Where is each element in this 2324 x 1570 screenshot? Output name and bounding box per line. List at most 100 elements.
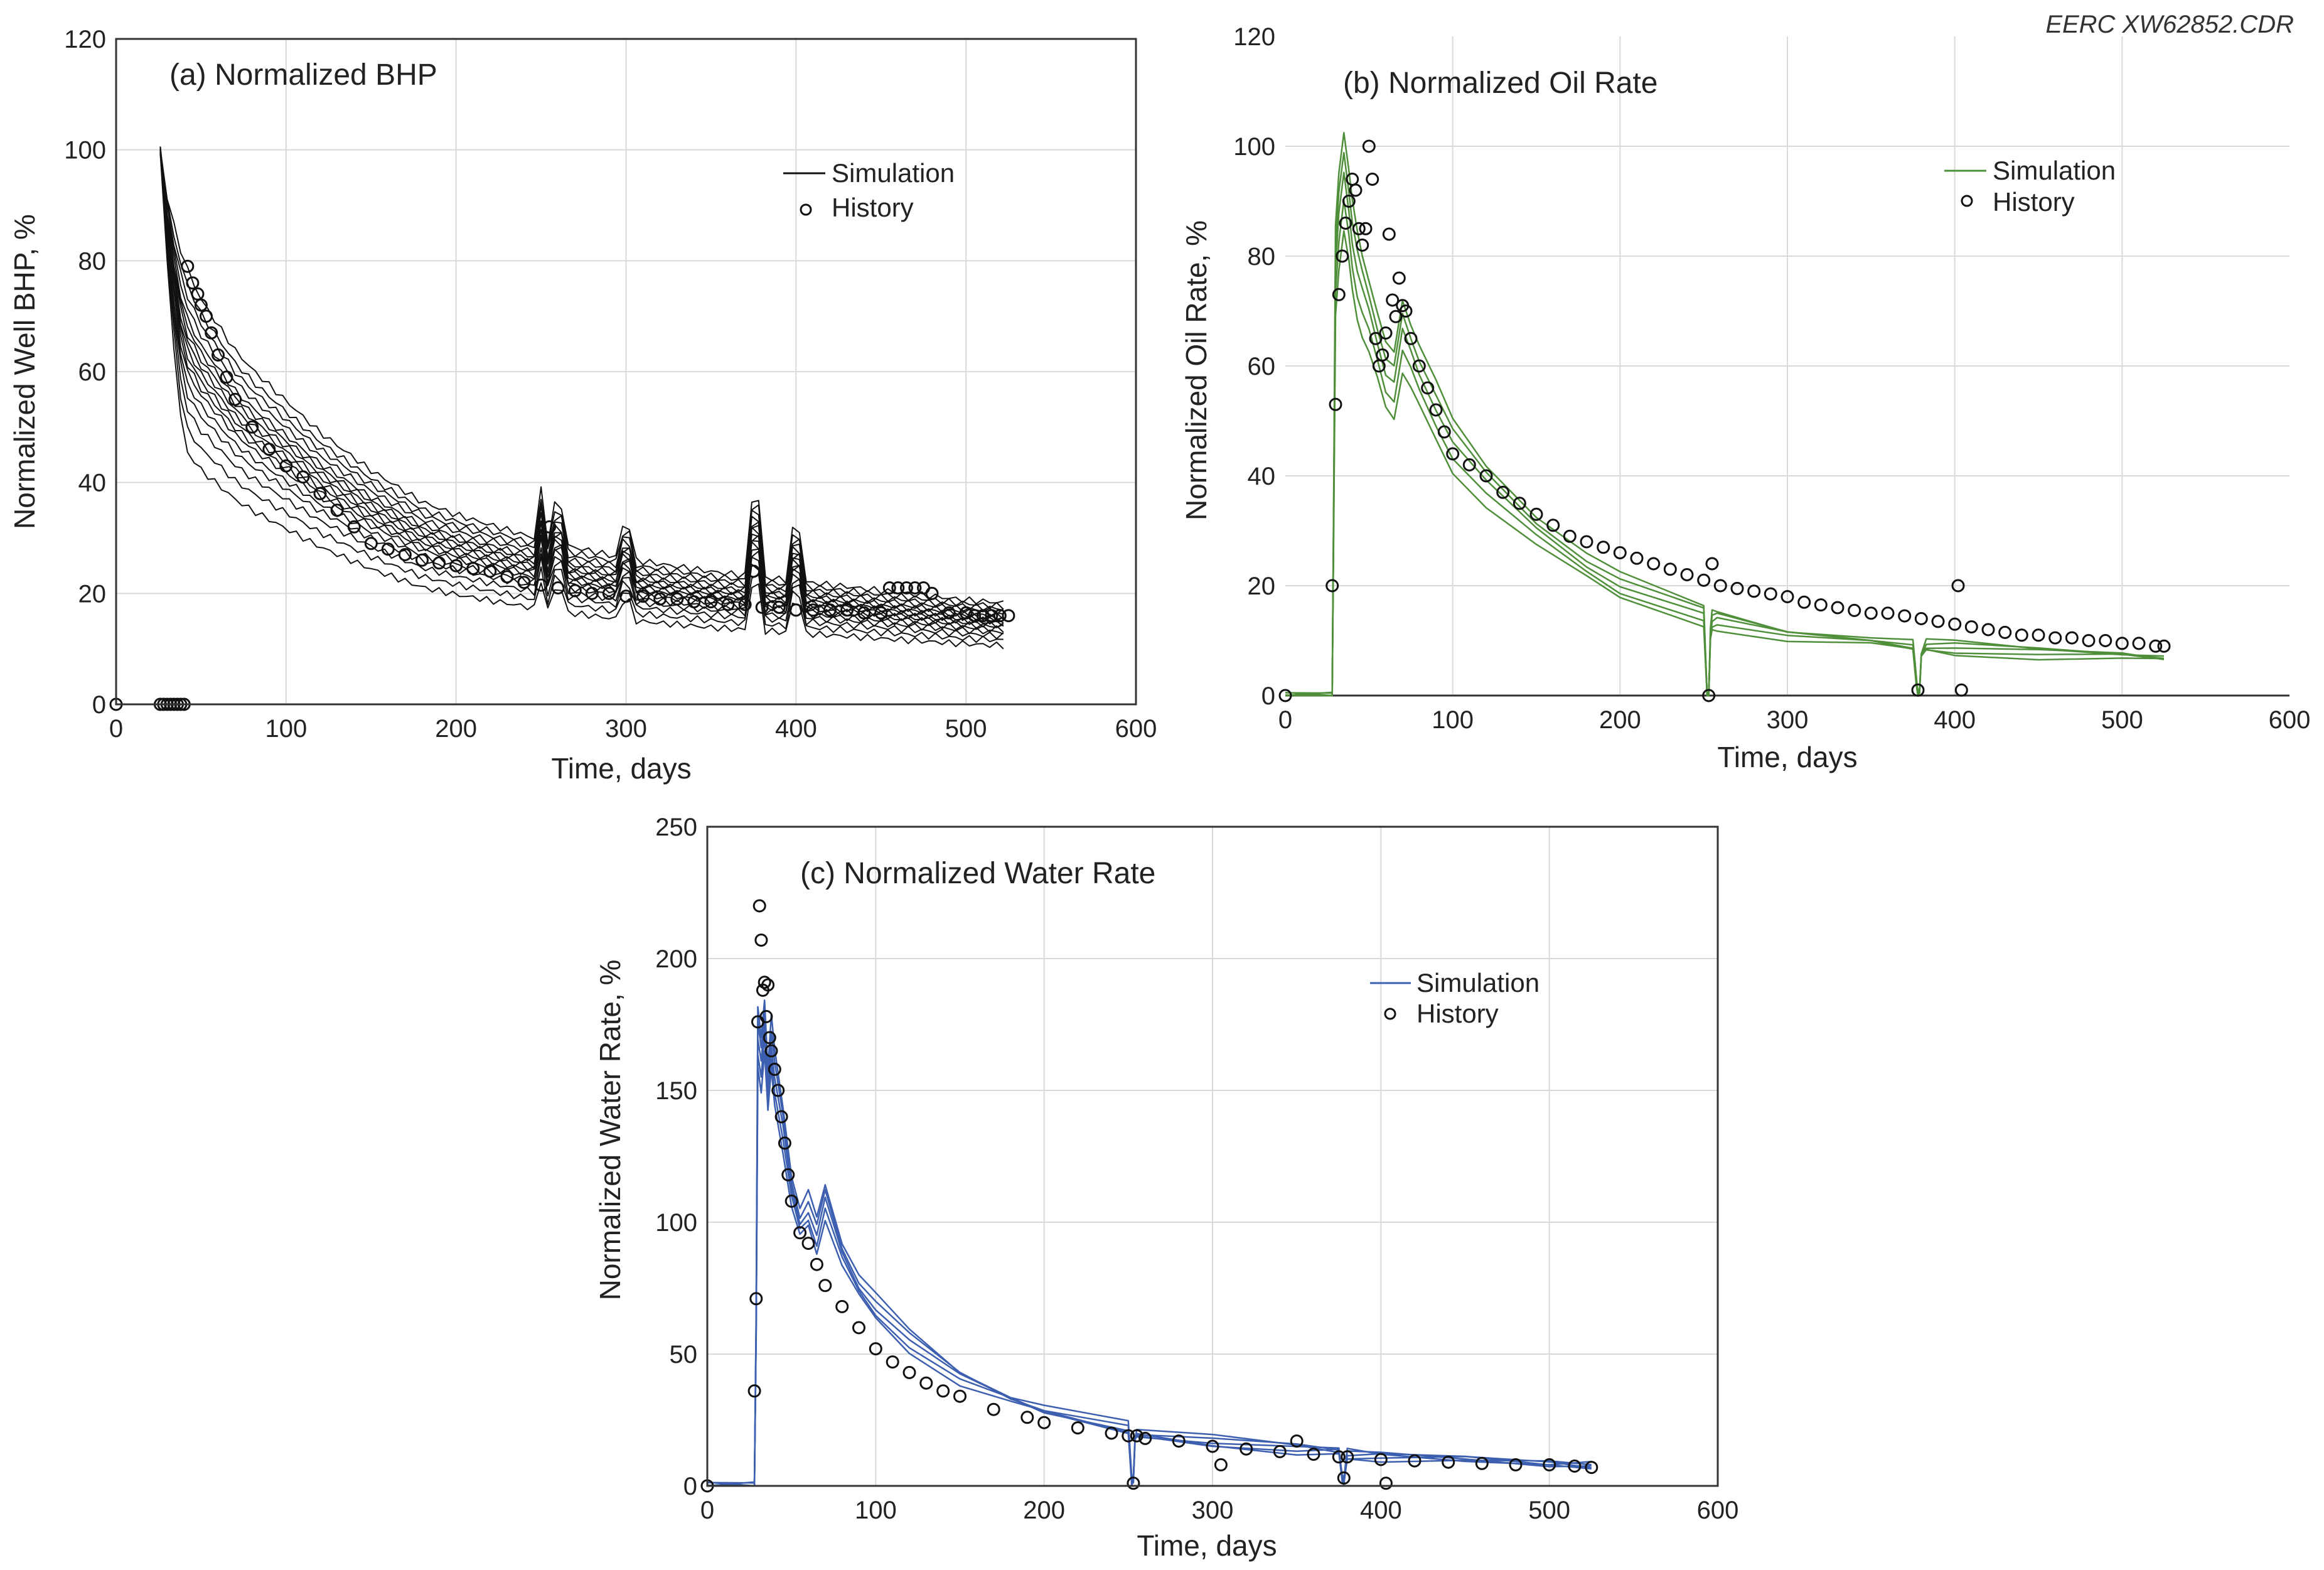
watermark: EERC XW62852.CDR bbox=[2045, 11, 2294, 38]
panel-c-y-tick-50: 50 bbox=[670, 1341, 698, 1368]
panel-c-history-point-53 bbox=[1442, 1455, 1455, 1469]
panel-c-history-point-36 bbox=[1122, 1429, 1135, 1443]
panel-c-history-point-45 bbox=[1290, 1434, 1304, 1448]
panel-a-history-point-66 bbox=[959, 606, 973, 620]
panel-a-history-point-51 bbox=[755, 600, 769, 614]
panel-b-history-point-9 bbox=[1349, 183, 1363, 197]
panel-a-x-tick-300: 300 bbox=[605, 715, 647, 743]
panel-a-x-tick-labels: 0 100 200 300 400 500 600 bbox=[109, 715, 1157, 743]
panel-a-history-point-61 bbox=[899, 581, 913, 594]
panel-b-simulation-lines bbox=[1285, 132, 2165, 697]
panel-a-history-point-64 bbox=[925, 586, 939, 600]
panel-b-history-point-1 bbox=[1278, 689, 1292, 702]
panel-c-history-point-14 bbox=[771, 1083, 785, 1097]
panel-c-title: (c) Normalized Water Rate bbox=[800, 857, 1155, 890]
panel-b-history-point-39 bbox=[1597, 540, 1610, 554]
panel-a-history-point-52 bbox=[772, 600, 786, 614]
panel-c-y-tick-0: 0 bbox=[683, 1473, 697, 1500]
panel-c-history-point-28 bbox=[919, 1376, 933, 1390]
panel-b-history-point-73 bbox=[2082, 634, 2096, 647]
panel-c-x-tick-300: 300 bbox=[1192, 1497, 1234, 1524]
panel-b-history-point-45 bbox=[1697, 573, 1711, 587]
panel-b-legend: Simulation History bbox=[1944, 156, 2116, 217]
panel-a-history-point-19 bbox=[245, 420, 259, 434]
panel-a-history-point-70 bbox=[993, 609, 1007, 623]
panel-c-history-point-33 bbox=[1037, 1416, 1051, 1429]
panel-b-x-tick-100: 100 bbox=[1432, 706, 1474, 734]
panel-c-history-point-54 bbox=[1475, 1456, 1489, 1470]
panel-c-history-point-38 bbox=[1130, 1429, 1143, 1443]
panel-b-history-point-74 bbox=[2099, 634, 2112, 647]
panel-a-history-point-14 bbox=[200, 309, 213, 323]
panel-a-history-point-17 bbox=[220, 370, 233, 384]
panel-a-bhp-chart: 0 100 200 300 400 500 600 0 20 40 60 80 100 120 (a) … bbox=[8, 26, 1157, 785]
panel-b-x-tick-0: 0 bbox=[1278, 706, 1292, 734]
panel-a-history-point-56 bbox=[840, 603, 854, 617]
panel-a-history-point-67 bbox=[968, 609, 982, 623]
panel-a-history-point-37 bbox=[543, 520, 557, 534]
panel-a-history-point-23 bbox=[313, 487, 327, 500]
panel-a-history-point-68 bbox=[976, 609, 990, 623]
panel-c-y-tick-labels: 0 50 100 150 200 250 bbox=[655, 814, 697, 1500]
panel-a-history-point-22 bbox=[296, 470, 310, 484]
panel-c-history-point-15 bbox=[774, 1110, 788, 1124]
panel-a-y-tick-120: 120 bbox=[64, 26, 106, 53]
panel-a-history-point-54 bbox=[806, 603, 820, 617]
panel-a-history-point-53 bbox=[789, 603, 803, 617]
panel-b-y-tick-60: 60 bbox=[1248, 353, 1276, 380]
panel-c-history-point-35 bbox=[1105, 1426, 1118, 1440]
panel-b-history-point-5 bbox=[1336, 249, 1349, 263]
panel-b-history-point-30 bbox=[1446, 447, 1460, 461]
panel-b-y-tick-80: 80 bbox=[1248, 243, 1276, 271]
panel-a-history-point-32 bbox=[466, 562, 480, 576]
panel-b-y-tick-40: 40 bbox=[1248, 463, 1276, 490]
panel-a-y-tick-20: 20 bbox=[78, 580, 107, 608]
panel-c-history-point-40 bbox=[1172, 1434, 1186, 1448]
panel-b-y-tick-20: 20 bbox=[1248, 573, 1276, 600]
panel-a-history-point-25 bbox=[347, 520, 361, 534]
panel-a-history-point-71 bbox=[1002, 609, 1015, 623]
panel-c-history-point-16 bbox=[778, 1136, 791, 1150]
panel-c-plot-frame bbox=[706, 825, 1719, 1487]
panel-a-simulation-line-5 bbox=[159, 153, 1004, 633]
panel-b-x-tick-600: 600 bbox=[2269, 706, 2311, 734]
panel-b-history-point-33 bbox=[1496, 485, 1510, 499]
panel-c-history-point-58 bbox=[1585, 1461, 1598, 1475]
panel-c-history-point-9 bbox=[759, 1009, 773, 1023]
panel-c-history-point-56 bbox=[1543, 1458, 1556, 1471]
panel-a-history-point-34 bbox=[500, 570, 514, 584]
panel-c-x-tick-labels: 0 100 200 300 400 500 600 bbox=[700, 1497, 1739, 1524]
panel-c-y-tick-150: 150 bbox=[655, 1077, 697, 1105]
panel-a-history-point-60 bbox=[891, 581, 905, 594]
panel-c-history-point-3 bbox=[749, 1292, 763, 1306]
panel-b-history-point-54 bbox=[1814, 598, 1828, 612]
panel-b-title: (b) Normalized Oil Rate bbox=[1343, 67, 1657, 100]
panel-a-history-point-40 bbox=[585, 586, 599, 600]
panel-b-history-point-67 bbox=[1981, 623, 1995, 637]
panel-b-oil-rate-chart: 0 100 200 300 400 500 600 0 20 40 60 80 100 120 (b) … bbox=[1180, 23, 2310, 773]
panel-a-history-point-11 bbox=[186, 276, 200, 290]
panel-c-history-point-8 bbox=[758, 976, 771, 989]
panel-c-history-point-19 bbox=[793, 1226, 807, 1240]
panel-c-history-point-24 bbox=[852, 1321, 865, 1335]
panel-b-history-point-38 bbox=[1580, 535, 1593, 549]
panel-c-y-tick-100: 100 bbox=[655, 1209, 697, 1237]
panel-c-history-point-23 bbox=[835, 1299, 849, 1313]
panel-b-history-point-27 bbox=[1421, 381, 1435, 395]
panel-a-x-axis-label: Time, days bbox=[551, 752, 691, 785]
panel-c-x-tick-400: 400 bbox=[1360, 1497, 1402, 1524]
panel-c-history-point-17 bbox=[781, 1168, 795, 1181]
panel-b-history-point-37 bbox=[1563, 529, 1577, 543]
panel-b-history-point-43 bbox=[1663, 562, 1677, 576]
panel-c-history-point-47 bbox=[1332, 1450, 1346, 1464]
panel-a-history-point-45 bbox=[670, 592, 684, 606]
panel-a-simulation-line-2 bbox=[159, 149, 1004, 643]
panel-c-history-point-31 bbox=[987, 1402, 1000, 1416]
panel-a-simulation-line-1 bbox=[159, 153, 1004, 650]
panel-a-simulation-line-9 bbox=[159, 152, 1004, 625]
panel-b-history-point-19 bbox=[1382, 227, 1396, 241]
panel-c-history-point-37 bbox=[1127, 1476, 1140, 1490]
panel-a-history-point-10 bbox=[181, 259, 195, 273]
panel-c-history-point-20 bbox=[801, 1237, 815, 1250]
